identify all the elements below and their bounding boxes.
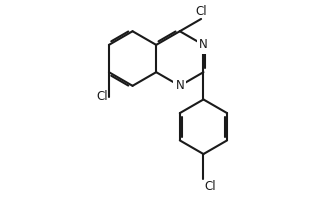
- Text: Cl: Cl: [205, 180, 216, 193]
- Text: Cl: Cl: [96, 90, 108, 103]
- Text: Cl: Cl: [195, 5, 207, 18]
- Text: N: N: [175, 79, 184, 92]
- Text: N: N: [199, 38, 208, 51]
